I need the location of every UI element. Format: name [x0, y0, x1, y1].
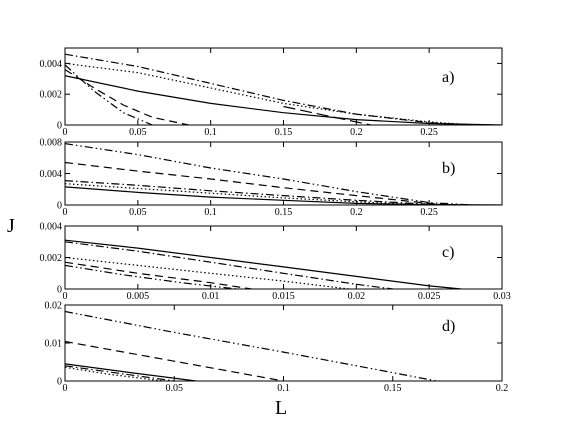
series-line-dashed — [65, 161, 459, 205]
panel-label: d) — [442, 318, 455, 335]
y-tick-label: 0.002 — [40, 90, 63, 101]
x-tick-label: 0 — [63, 127, 68, 138]
series-line-dotted — [65, 366, 164, 381]
x-axis-label: L — [275, 397, 287, 419]
series-line-dotted — [65, 183, 430, 205]
x-tick-label: 0.05 — [166, 383, 184, 394]
panel-1: 0 0.05 0.1 0.15 0.2 0.25 0 0.002 0.004 a) — [40, 47, 503, 138]
series-line-dashed — [65, 261, 252, 289]
x-tick-label: 0.1 — [204, 207, 217, 218]
x-tick-label: 0.05 — [129, 127, 147, 138]
x-tick-label: 0 — [63, 291, 68, 302]
panel-label: b) — [442, 160, 455, 177]
y-tick-label: 0.004 — [40, 222, 63, 233]
x-tick-label: 0.025 — [418, 291, 441, 302]
y-tick-label: 0 — [57, 201, 62, 212]
series-line-solid — [65, 239, 462, 289]
series-line-solid — [65, 186, 502, 205]
series-line-dotted — [65, 62, 473, 125]
plot-frame — [64, 47, 503, 126]
y-tick-label: 0 — [57, 285, 62, 296]
x-tick-label: 0.02 — [348, 291, 366, 302]
series-line-dash-dot — [65, 365, 175, 381]
panel-label: a) — [442, 69, 454, 86]
series-line-solid — [65, 363, 197, 381]
x-tick-label: 0.2 — [496, 383, 509, 394]
y-tick-label: 0.004 — [40, 169, 63, 180]
series-line-dashed — [65, 340, 284, 381]
x-tick-label: 0.015 — [272, 291, 295, 302]
series-line-dash-dot-dot — [65, 143, 473, 205]
x-tick-label: 0.2 — [350, 207, 363, 218]
x-tick-label: 0.01 — [202, 291, 220, 302]
series-line-dash-dot-dot — [65, 64, 153, 125]
x-tick-label: 0 — [63, 383, 68, 394]
series-line-dash-dot — [65, 53, 473, 125]
y-tick-label: 0.02 — [45, 301, 63, 312]
x-tick-label: 0 — [63, 207, 68, 218]
y-axis-label: J — [7, 215, 15, 237]
series-line-dash-dot-dot — [65, 310, 437, 381]
plot-frame — [64, 225, 503, 290]
series-line-dash-dot — [65, 180, 459, 205]
x-tick-label: 0.1 — [204, 127, 217, 138]
panel-4: 0 0.05 0.1 0.15 0.2 0 0.01 0.02 d) — [45, 301, 509, 395]
y-tick-label: 0.008 — [40, 138, 63, 149]
x-tick-label: 0.03 — [493, 291, 511, 302]
plot-frame — [64, 304, 503, 382]
y-tick-label: 0.01 — [45, 339, 63, 350]
series-line-solid — [65, 75, 502, 125]
x-tick-label: 0.15 — [275, 127, 293, 138]
x-tick-label: 0.2 — [350, 127, 363, 138]
panel-3: 0 0.005 0.01 0.015 0.02 0.025 0.03 0 0.002 0.004 c… — [40, 222, 511, 303]
x-tick-label: 0.15 — [384, 383, 402, 394]
x-tick-label: 0.1 — [277, 383, 290, 394]
x-tick-label: 0.25 — [420, 207, 438, 218]
panel-2: 0 0.05 0.1 0.15 0.2 0.25 0 0.004 0.008 b) — [40, 138, 503, 218]
series-line-dash-dot — [65, 241, 393, 289]
x-tick-label: 0.005 — [127, 291, 150, 302]
panel-label: c) — [442, 244, 454, 261]
x-tick-label: 0.15 — [275, 207, 293, 218]
x-tick-label: 0.05 — [129, 207, 147, 218]
series-line-long-dash — [283, 105, 372, 125]
y-tick-label: 0 — [57, 121, 62, 132]
y-tick-label: 0.004 — [40, 59, 63, 70]
series-line-dashed — [65, 69, 189, 125]
y-tick-label: 0.002 — [40, 253, 63, 264]
x-tick-label: 0.25 — [420, 127, 438, 138]
series-line-dotted — [65, 256, 350, 289]
y-tick-label: 0 — [57, 377, 62, 388]
series-line-dash-dot-dot — [65, 264, 237, 289]
